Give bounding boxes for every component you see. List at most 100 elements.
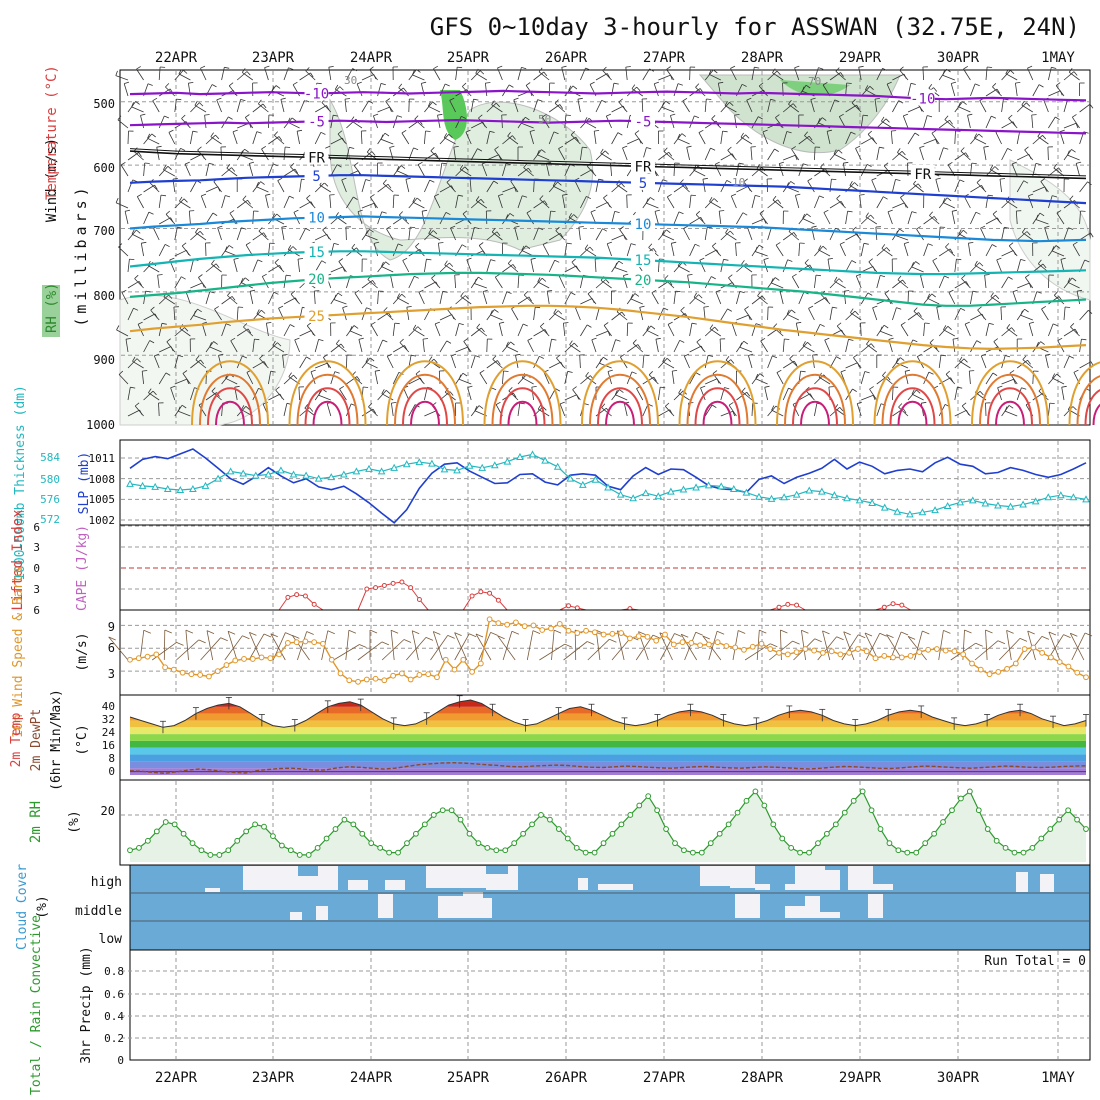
wind-barb-flag	[124, 81, 130, 84]
wind-barb	[919, 147, 924, 161]
wind-barb	[718, 211, 722, 225]
wind-barb-flag	[278, 305, 284, 309]
wind-barb-flag	[135, 101, 140, 105]
wind-barb-flag	[182, 370, 188, 374]
wind-barb	[548, 310, 559, 321]
wind-barb	[1021, 104, 1034, 113]
wind-barb-flag	[553, 308, 557, 314]
lifted-index-marker	[881, 604, 887, 610]
wind-barb	[616, 311, 628, 321]
wind-barb-flag	[505, 163, 511, 166]
wind-barb-flag	[339, 385, 345, 390]
wind-barb	[1048, 373, 1058, 385]
wind-barb	[268, 292, 275, 305]
wind-barb-flag	[415, 242, 420, 247]
wind-barb	[646, 202, 659, 209]
wind-barb	[274, 135, 285, 145]
wind-barb-flag	[324, 182, 329, 187]
rh2m-panel: 20 2m RH (%)	[28, 779, 1091, 866]
wind-barb-flag	[745, 134, 750, 139]
wind10m-barb-flag	[220, 637, 228, 642]
wind-barb	[974, 137, 987, 145]
wind-barb-flag	[630, 243, 636, 246]
wind-barb-flag	[902, 408, 907, 414]
wind-barb	[517, 403, 521, 417]
wind-barb-flag	[997, 385, 1003, 388]
wind-barb	[502, 163, 507, 177]
wind-barb-flag	[563, 322, 569, 324]
wind-barb-flag	[1052, 323, 1058, 327]
wind-barb	[890, 130, 893, 145]
wind-barb-flag	[887, 209, 893, 213]
wind-barb-flag	[336, 164, 342, 168]
wind-barb	[314, 339, 319, 353]
wind-barb	[944, 119, 956, 129]
precip-ytick: 0.4	[104, 1010, 124, 1023]
wind-barb-flag	[117, 115, 122, 121]
wind-barb	[210, 136, 222, 145]
wind-barb-flag	[1004, 226, 1010, 229]
wind-barb-flag	[525, 245, 531, 250]
wind-barb	[985, 166, 996, 177]
wind-barb-flag	[886, 247, 891, 252]
thickness-marker	[138, 481, 147, 489]
wind-barb-flag	[976, 340, 982, 344]
wind-barb-flag	[528, 167, 532, 173]
wind-barb	[344, 99, 347, 113]
wind-barb-flag	[811, 225, 817, 228]
wind-barb	[616, 184, 628, 193]
thickness-marker	[843, 494, 851, 502]
thickness-marker	[893, 507, 902, 515]
wind-barb-flag	[602, 66, 607, 71]
wind-barb	[1001, 327, 1012, 337]
wind-speed-marker	[127, 656, 133, 663]
wind-barb	[275, 389, 285, 401]
wind-barb-flag	[666, 358, 672, 362]
wind-barb-flag	[375, 369, 381, 372]
rh2m-marker	[189, 840, 196, 847]
wind-barb	[506, 345, 519, 353]
temp-ytick: 16	[102, 739, 115, 752]
wind-barb-flag	[385, 261, 390, 266]
rh2m-marker	[1065, 807, 1072, 814]
wind-barb-flag	[574, 342, 578, 348]
wind-barb	[466, 259, 472, 273]
wind-barb-flag	[259, 354, 264, 359]
wind-barb-flag	[671, 241, 677, 244]
wind-barb-flag	[952, 209, 958, 212]
wind-barb-flag	[677, 133, 681, 139]
wind-barb	[818, 376, 831, 385]
wind-barb-flag	[458, 374, 462, 380]
wind-barb	[762, 131, 768, 145]
wind-barb	[221, 195, 226, 209]
wind-barb-flag	[729, 102, 734, 106]
wind-barb	[132, 360, 144, 369]
wind-barb-flag	[901, 151, 906, 156]
wind-barb	[580, 246, 591, 257]
wind-barb-flag	[134, 402, 140, 407]
wind-barb-flag	[434, 321, 440, 325]
wind-barb	[377, 83, 382, 97]
wind-barb	[654, 211, 659, 225]
wind-barb	[931, 132, 940, 145]
wind-barb-flag	[974, 133, 978, 139]
wind-barb	[1048, 403, 1051, 417]
wind-speed-marker	[302, 638, 309, 645]
wind-barb-flag	[715, 289, 721, 293]
wind-barb-flag	[342, 305, 348, 308]
wind-barb-flag	[499, 321, 505, 324]
wind-barb-flag	[851, 260, 857, 264]
wind-barb-flag	[306, 194, 311, 199]
wind-barb-flag	[832, 306, 838, 309]
wind-barb	[451, 355, 456, 369]
wind-barb	[392, 194, 395, 209]
wind-barb	[980, 355, 987, 369]
wind-barb	[1001, 250, 1014, 257]
cape-ylabel-text: CAPE (J/kg)	[75, 525, 90, 611]
wind-barb	[720, 259, 724, 273]
wind-barb	[533, 99, 538, 113]
wind-barb	[365, 361, 378, 369]
wind-barb	[158, 195, 162, 209]
wind-barb	[158, 66, 161, 81]
wind-barb	[630, 298, 643, 305]
